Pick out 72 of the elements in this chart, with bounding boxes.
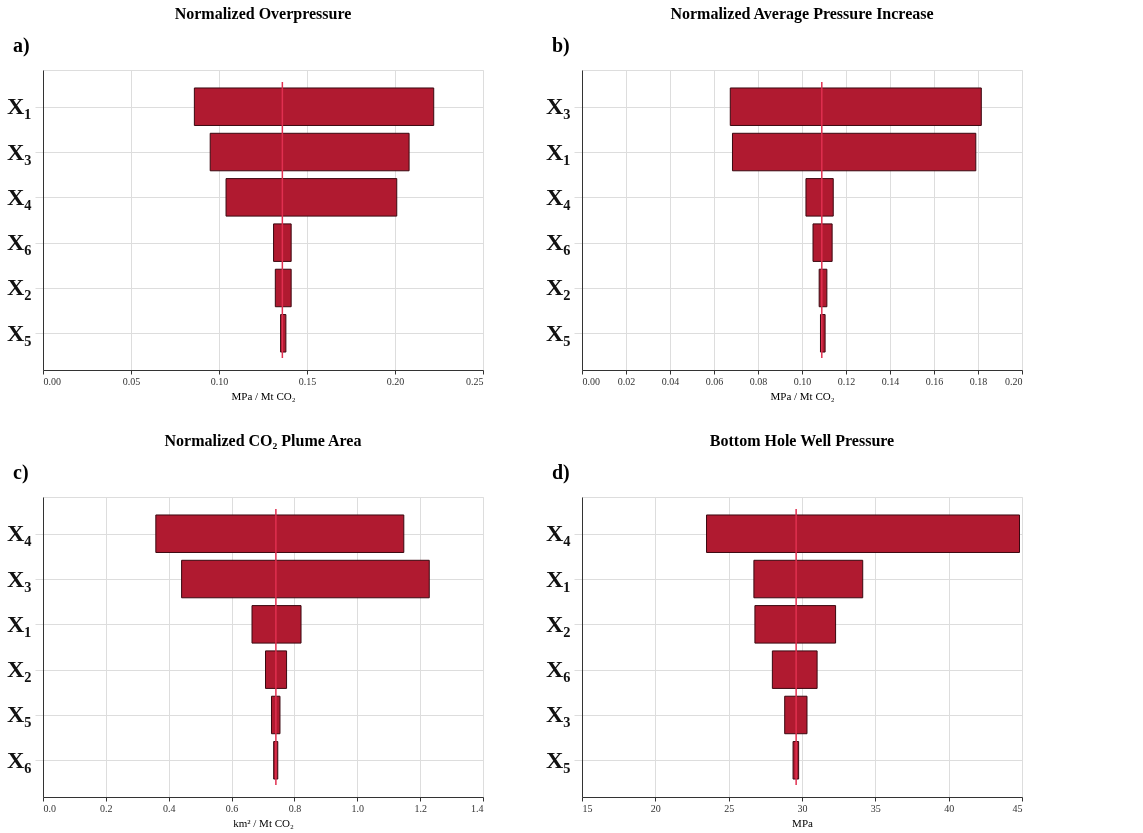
x-tick-label: 0.04 [661, 375, 680, 387]
text: c) [13, 461, 29, 484]
x-tick-label: 0.05 [122, 375, 141, 387]
x-axis-title: MPa / Mt CO₂ [231, 389, 296, 402]
x-tick-label: 40 [944, 802, 955, 814]
x-tick-label: 0.20 [386, 375, 405, 387]
x-tick-label: 0.02 [617, 375, 636, 387]
y-tick-label: X₄ [6, 520, 32, 547]
y-tick-label: X₆ [6, 746, 32, 773]
x-tick-label: 1.2 [414, 802, 427, 814]
y-tick-label: X₅ [6, 319, 32, 346]
x-tick-label: 0.00 [582, 375, 600, 387]
bar [812, 223, 833, 262]
x-axis-title: MPa [792, 816, 814, 829]
y-tick-label: X₁ [6, 93, 32, 120]
x-tick-label: 0.14 [881, 375, 900, 387]
x-tick-label: 0.4 [162, 802, 176, 814]
x-tick-label: 0.20 [1005, 375, 1023, 387]
bar [805, 178, 834, 217]
x-tick-label: 0.06 [705, 375, 724, 387]
y-tick-label: X₃ [545, 93, 571, 120]
y-tick-label: X₅ [6, 701, 32, 728]
chart-title: Normalized Overpressure [174, 5, 352, 23]
x-tick-label: 0.10 [793, 375, 812, 387]
text: b) [552, 34, 570, 57]
chart-title: Bottom Hole Well Pressure [709, 432, 895, 449]
x-tick-label: 0.00 [43, 375, 61, 387]
x-tick-label: 20 [650, 802, 661, 814]
x-tick-label: 0.16 [925, 375, 944, 387]
x-axis-title: MPa / Mt CO₂ [770, 389, 835, 402]
y-tick-label: X₄ [6, 183, 32, 210]
x-tick-label: 1.0 [351, 802, 365, 814]
y-tick-label: X₅ [545, 319, 571, 346]
y-tick-label: X₅ [545, 746, 571, 773]
y-tick-label: X₄ [545, 183, 571, 210]
y-tick-label: X₆ [6, 229, 32, 256]
x-axis-title: km² / Mt CO₂ [233, 816, 294, 829]
bar [731, 132, 977, 172]
chart-title: Normalized CO₂ Plume Area [164, 432, 362, 449]
y-tick-label: X₃ [6, 565, 32, 592]
x-tick-label: 0.2 [100, 802, 113, 814]
x-tick-label: 25 [724, 802, 735, 814]
x-tick-label: 0.10 [210, 375, 229, 387]
text: a) [13, 34, 30, 57]
x-tick-label: 1.4 [471, 802, 484, 814]
x-tick-label: 35 [870, 802, 881, 814]
y-tick-label: X₃ [545, 701, 571, 728]
y-tick-label: X₃ [6, 138, 32, 165]
y-tick-label: X₆ [545, 656, 571, 683]
x-tick-label: 0.25 [466, 375, 484, 387]
y-tick-label: X₂ [6, 274, 32, 301]
y-tick-label: X₁ [6, 610, 32, 637]
y-tick-label: X₂ [6, 656, 32, 683]
x-tick-label: 30 [797, 802, 808, 814]
bar [729, 87, 982, 126]
y-tick-label: X₂ [545, 274, 571, 301]
x-tick-label: 0.18 [969, 375, 988, 387]
x-tick-label: 15 [582, 802, 593, 814]
text: d) [552, 461, 570, 484]
x-tick-label: 0.0 [43, 802, 56, 814]
x-tick-label: 45 [1012, 802, 1023, 814]
x-tick-label: 0.08 [749, 375, 768, 387]
x-tick-label: 0.15 [298, 375, 317, 387]
x-tick-label: 0.6 [225, 802, 239, 814]
x-tick-label: 0.8 [288, 802, 302, 814]
chart-title: Normalized Average Pressure Increase [670, 5, 934, 23]
y-tick-label: X₆ [545, 229, 571, 256]
y-tick-label: X₁ [545, 138, 571, 165]
y-tick-label: X₂ [545, 610, 571, 637]
y-tick-label: X₄ [545, 520, 571, 547]
y-tick-label: X₁ [545, 565, 571, 592]
x-tick-label: 0.12 [837, 375, 856, 387]
